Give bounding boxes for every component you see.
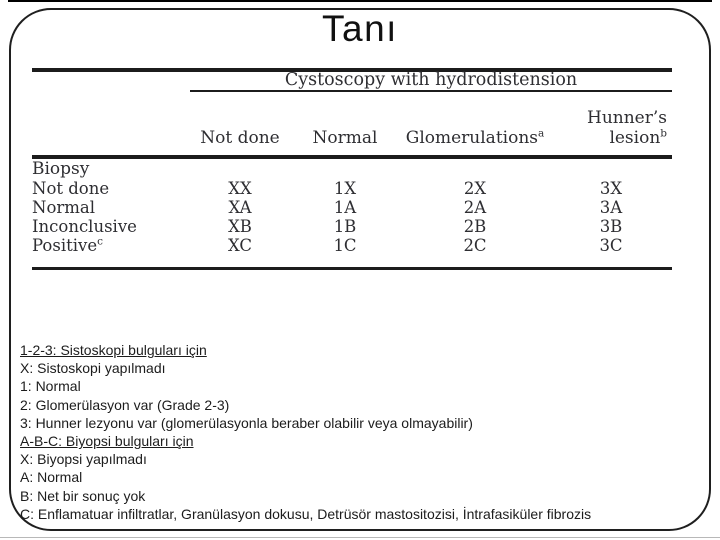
col-header-glomerulations: Glomerulationsa: [400, 90, 550, 159]
table-cell: 3X: [599, 178, 623, 198]
table-cell: 1A: [333, 197, 357, 217]
table-cell: XX: [228, 178, 252, 198]
column-header-row: Not done Normal Glomerulationsa Hunner’s…: [32, 90, 673, 159]
table-cell: 1C: [333, 235, 357, 255]
group-label-biopsy: Biopsy: [32, 158, 90, 179]
table-cell: 1X: [333, 178, 357, 198]
table-cell: 2C: [463, 235, 487, 255]
diagnosis-table: Cystoscopy with hydrodistension Not done…: [32, 68, 673, 270]
legend-line: B: Net bir sonuç yok: [20, 487, 146, 504]
row-label-inconclusive: Inconclusive: [32, 216, 137, 236]
footnote-marker-a: a: [538, 126, 545, 139]
legend-line: 1: Normal: [20, 378, 81, 395]
span-header-cystoscopy: Cystoscopy with hydrodistension: [190, 70, 673, 92]
table-cell: XA: [228, 197, 252, 217]
table-cell: 3C: [599, 235, 623, 255]
span-header-row: Cystoscopy with hydrodistension: [32, 70, 673, 92]
table-cell: 2A: [463, 197, 487, 217]
col-header-glomerulations-text: Glomerulations: [405, 127, 538, 148]
row-label-normal: Normal: [32, 197, 96, 217]
bottom-edge-line: [0, 537, 720, 538]
footnote-marker-b: b: [660, 126, 668, 139]
top-edge-line: [8, 0, 712, 2]
col-header-hunners-line1: Hunner’s: [587, 107, 668, 128]
slide-border: [9, 8, 711, 531]
row-label-not-done: Not done: [32, 178, 110, 198]
col-header-hunners-line2: lesion: [609, 127, 661, 148]
col-header-not-done: Not done: [190, 90, 290, 159]
table-row: Not done XX 1X 2X 3X: [32, 179, 672, 198]
row-label-positive: Positivec: [32, 236, 190, 269]
table-cell: XC: [227, 235, 253, 255]
table-cell: 2X: [463, 178, 487, 198]
footnote-marker-c: c: [97, 235, 103, 248]
legend-line: C: Enflamatuar infiltratlar, Granülasyon…: [20, 505, 592, 522]
legend-line-biopsy-header: A-B-C: Biyopsi bulguları için: [20, 433, 194, 450]
table-cell: 1B: [333, 216, 357, 236]
row-label-positive-text: Positive: [32, 235, 98, 255]
legend-line-cystoscopy-header: 1-2-3: Sistoskopi bulguları için: [20, 342, 207, 358]
table-row: Inconclusive XB 1B 2B 3B: [32, 217, 672, 236]
table-cell: 3A: [599, 197, 623, 217]
legend-line: 3: Hunner lezyonu var (glomerülasyonla b…: [20, 414, 473, 431]
legend-line: 2: Glomerülasyon var (Grade 2-3): [20, 396, 230, 413]
legend-line: X: Biyopsi yapılmadı: [20, 451, 147, 468]
page-title: Tanı: [322, 8, 398, 49]
legend-line: X: Sistoskopi yapılmadı: [20, 360, 166, 377]
legend: 1-2-3: Sistoskopi bulguları için X: Sist…: [20, 341, 700, 523]
corner-empty-cell: [32, 70, 190, 91]
table-row: Positivec XC 1C 2C 3C: [32, 236, 672, 269]
table-row: Normal XA 1A 2A 3A: [32, 198, 672, 217]
group-row-biopsy: Biopsy: [32, 157, 672, 179]
col-header-normal: Normal: [290, 90, 400, 159]
legend-line: A: Normal: [20, 469, 83, 486]
table-cell: XB: [228, 216, 252, 236]
col-header-hunners-lesion: Hunner’s lesionb: [550, 90, 673, 159]
table-cell: 3B: [599, 216, 623, 236]
table-cell: 2B: [463, 216, 487, 236]
corner-empty-cell: [32, 90, 190, 159]
